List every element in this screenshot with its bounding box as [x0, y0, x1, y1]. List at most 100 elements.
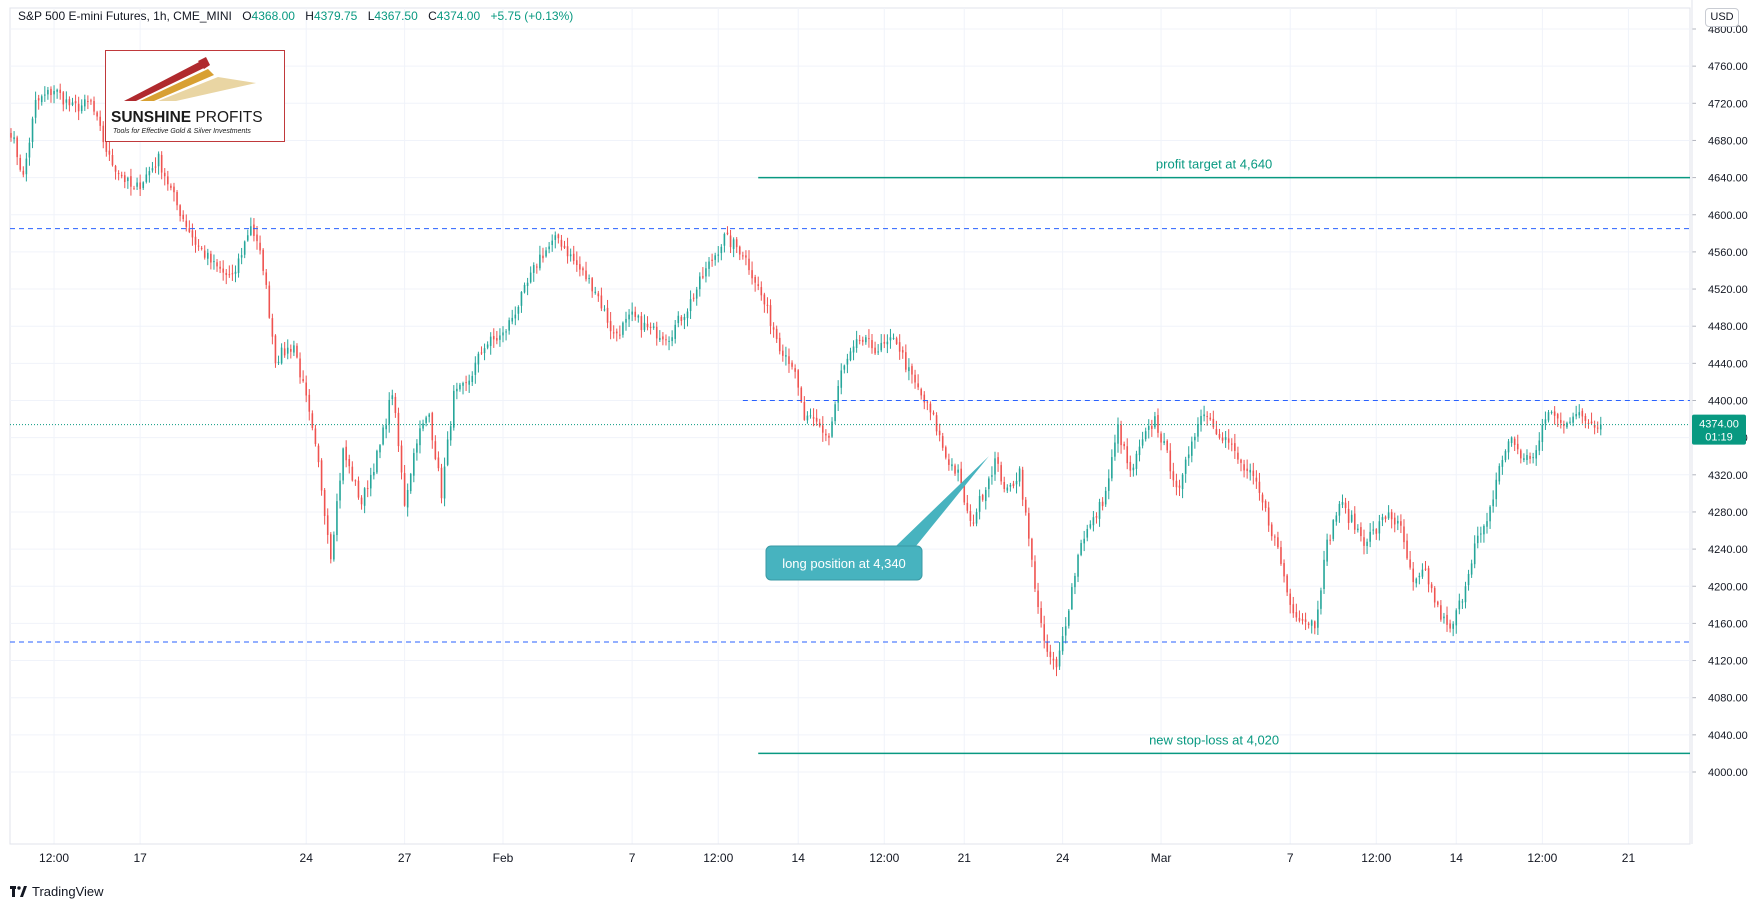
candle-body: [286, 347, 289, 354]
candle-body: [929, 403, 932, 413]
candle-body: [351, 466, 354, 481]
y-tick-label: 4760.00: [1708, 61, 1748, 73]
candle-body: [542, 255, 544, 259]
candle-body: [385, 425, 387, 430]
candle-body: [354, 480, 357, 482]
candle-body: [19, 157, 22, 170]
candle-body: [1046, 641, 1049, 652]
candle-body: [160, 154, 163, 173]
candle-body: [314, 428, 317, 444]
candle-body: [1572, 416, 1574, 423]
callout-label: long position at 4,340: [782, 556, 906, 571]
candle-body: [923, 394, 926, 403]
candle-body: [978, 496, 981, 512]
candle-body: [416, 443, 418, 453]
candle-body: [582, 268, 584, 271]
candle-body: [1520, 450, 1522, 459]
low-value: 4367.50: [374, 9, 418, 23]
candle-body: [330, 534, 332, 560]
candle-body: [87, 101, 89, 103]
candle-body: [806, 415, 809, 421]
candle-body: [1320, 590, 1322, 609]
candle-body: [154, 166, 157, 168]
y-tick-label: 4400.00: [1708, 396, 1748, 408]
candle-body: [222, 268, 224, 273]
y-tick-label: 4200.00: [1708, 581, 1748, 593]
candle-body: [1157, 415, 1159, 433]
candle-body: [1111, 457, 1113, 479]
candle-body: [210, 253, 212, 263]
candle-body: [932, 412, 935, 415]
candle-body: [394, 396, 397, 413]
candle-body: [557, 234, 560, 239]
candle-body: [852, 346, 855, 353]
candle-body: [905, 352, 907, 370]
candle-body: [1363, 537, 1365, 546]
candle-body: [1283, 563, 1285, 577]
candle-body: [1018, 468, 1021, 482]
candle-body: [22, 170, 25, 175]
candle-body: [123, 175, 126, 183]
candle-body: [920, 389, 922, 396]
tradingview-brand[interactable]: TradingView: [10, 884, 104, 899]
candle-body: [631, 311, 633, 315]
candle-body: [56, 89, 58, 92]
tradingview-logo-icon: [10, 886, 27, 897]
candle-body: [167, 176, 169, 185]
candle-body: [649, 326, 652, 328]
candle-body: [1298, 617, 1301, 621]
candle-body: [711, 259, 713, 261]
candle-body: [93, 101, 95, 112]
candle-body: [1215, 428, 1218, 435]
candle-body: [702, 276, 704, 278]
candle-body: [901, 350, 904, 353]
candle-body: [431, 412, 434, 441]
candle-body: [514, 314, 517, 319]
candle-body: [560, 239, 563, 247]
candle-body: [606, 307, 609, 323]
y-tick-label: 4320.00: [1708, 470, 1748, 482]
candle-body: [782, 350, 784, 356]
candle-body: [53, 91, 55, 95]
candle-body: [803, 401, 806, 420]
candle-body: [1071, 587, 1073, 610]
last-price-value: 4374.00: [1699, 419, 1739, 431]
candle-body: [1357, 528, 1359, 531]
candle-body: [90, 100, 92, 102]
candle-body: [1280, 547, 1282, 564]
candle-body: [1590, 421, 1593, 424]
candle-body: [268, 285, 271, 318]
candle-body: [1264, 501, 1267, 509]
sunshine-profits-logo: SUNSHINE PROFITS Tools for Effective Gol…: [105, 50, 285, 142]
candle-body: [726, 232, 729, 235]
candle-body: [935, 415, 938, 432]
candle-body: [834, 404, 836, 422]
candle-body: [686, 311, 689, 319]
candle-body: [71, 102, 74, 106]
candle-body: [1160, 433, 1162, 443]
candle-body: [333, 534, 335, 560]
candle-body: [1172, 471, 1175, 481]
symbol-legend[interactable]: S&P 500 E-mini Futures, 1h, CME_MINI O43…: [18, 9, 580, 23]
candle-body: [569, 254, 572, 257]
candle-body: [1187, 454, 1190, 459]
candle-body: [1000, 465, 1002, 482]
candle-body: [496, 338, 498, 341]
candle-body: [265, 272, 268, 285]
candle-body: [1369, 531, 1371, 542]
candle-body: [111, 154, 114, 166]
candle-body: [1015, 480, 1018, 485]
candle-body: [59, 89, 61, 93]
candle-body: [1031, 538, 1033, 560]
candle-body: [1467, 573, 1470, 586]
currency-button[interactable]: USD: [1705, 8, 1739, 27]
candle-body: [271, 318, 274, 337]
candle-body: [243, 241, 246, 255]
candle-body: [619, 334, 621, 336]
candle-body: [1163, 441, 1165, 443]
y-tick-label: 4000.00: [1708, 767, 1748, 779]
candle-body: [1270, 524, 1273, 537]
candle-body: [532, 265, 535, 273]
candle-body: [1095, 516, 1098, 518]
